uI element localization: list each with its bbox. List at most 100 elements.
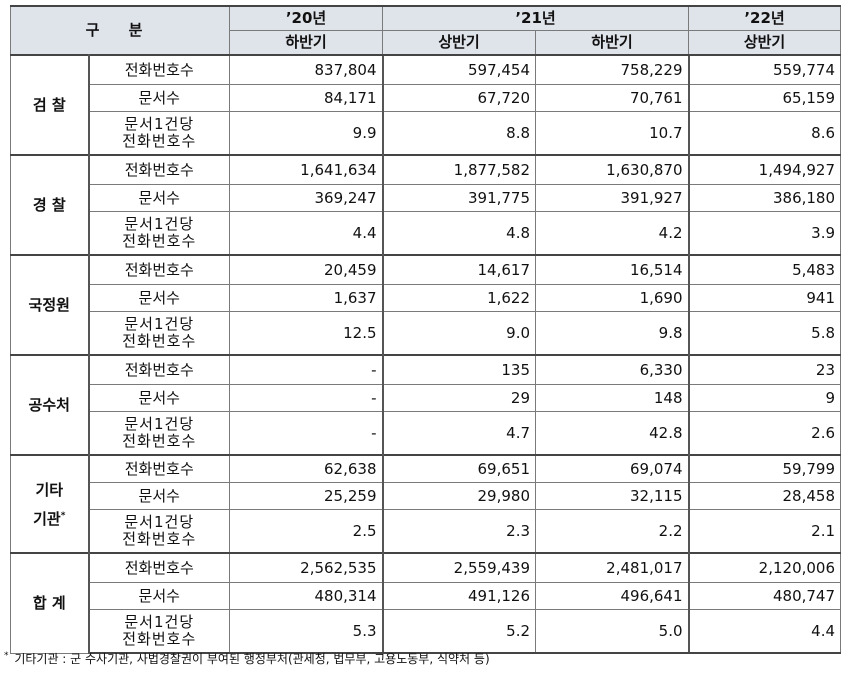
table-cell: 5.3: [229, 609, 384, 654]
table-cell: 758,229: [535, 54, 690, 85]
table-row: 기타 기관* 전화번호수 62,638 69,651 69,074 59,799: [10, 454, 842, 554]
header-half-2021-1: 상반기: [382, 30, 537, 56]
table-row: 문서수 - 29 148 9: [11, 384, 842, 412]
table-row: 문서1건당 전화번호수 4.4 4.8 4.2 3.9: [11, 211, 842, 256]
item-phone-count: 전화번호수: [87, 552, 231, 583]
item-phone-per-doc-line1: 문서1건당: [124, 415, 195, 433]
table-cell: 14,617: [381, 254, 537, 285]
table-row: 문서수 480,314 491,126 496,641 480,747: [11, 582, 842, 610]
table-cell: 10.7: [535, 111, 690, 156]
item-phone-count: 전화번호수: [87, 254, 231, 285]
item-phone-per-doc-line1: 문서1건당: [124, 315, 195, 333]
item-phone-per-doc-line2: 전화번호수: [122, 530, 197, 548]
group-label-other-line1: 기타: [35, 480, 64, 499]
table-row: 문서수 369,247 391,775 391,927 386,180: [11, 184, 842, 212]
table-cell: 597,454: [381, 54, 537, 85]
table-cell: 1,641,634: [229, 154, 384, 185]
table-cell: 8.6: [687, 111, 842, 156]
item-phone-per-doc-line2: 전화번호수: [122, 332, 197, 350]
table-row: 문서1건당 전화번호수 - 4.7 42.8 2.6: [11, 411, 842, 456]
table-cell: 5.0: [535, 609, 690, 654]
item-phone-per-doc: 문서1건당 전화번호수: [87, 111, 231, 156]
table-cell: 4.8: [381, 211, 537, 256]
item-phone-count: 전화번호수: [87, 454, 231, 483]
table-cell: 25,259: [229, 482, 384, 510]
footnote-mark: *: [60, 510, 66, 521]
table-cell: 8.8: [381, 111, 537, 156]
table-cell: 1,622: [381, 284, 537, 312]
table-cell: 941: [687, 284, 842, 312]
table-row: 공수처 전화번호수 - 135 6,330 23: [10, 354, 842, 456]
header-year-2022: ’22년: [688, 5, 842, 31]
table-cell: 1,690: [535, 284, 690, 312]
table-cell: 62,638: [229, 454, 384, 483]
table-cell: 69,074: [535, 454, 690, 483]
table-row: 문서수 25,259 29,980 32,115 28,458: [11, 482, 842, 510]
item-phone-count: 전화번호수: [87, 54, 231, 85]
item-phone-count: 전화번호수: [87, 354, 231, 385]
table-cell: 2.5: [229, 509, 384, 554]
group-label-total: 합 계: [10, 552, 90, 654]
table-cell: 42.8: [535, 411, 690, 456]
item-phone-per-doc-line2: 전화번호수: [122, 132, 197, 150]
table-cell: 4.2: [535, 211, 690, 256]
table-cell: 4.7: [381, 411, 537, 456]
table-cell: -: [229, 354, 384, 385]
table-cell: 496,641: [535, 582, 690, 610]
header-gubun: 구 분: [9, 5, 231, 56]
header-half-2021-2: 하반기: [535, 30, 690, 56]
table-cell: -: [229, 411, 384, 456]
item-phone-per-doc: 문서1건당 전화번호수: [87, 211, 231, 256]
table-cell: 2.2: [535, 509, 690, 554]
table-cell: 65,159: [687, 84, 842, 112]
table-cell: 1,630,870: [535, 154, 690, 185]
table-cell: 559,774: [687, 54, 842, 85]
table-cell: 1,494,927: [687, 154, 842, 185]
table-cell: 148: [535, 384, 690, 412]
group-label-other-agencies: 기타 기관*: [10, 454, 90, 554]
table-cell: 391,775: [381, 184, 537, 212]
table-cell: 32,115: [535, 482, 690, 510]
item-phone-per-doc-line1: 문서1건당: [124, 215, 195, 233]
table-cell: 4.4: [229, 211, 384, 256]
item-phone-per-doc: 문서1건당 전화번호수: [87, 311, 231, 356]
table-cell: 84,171: [229, 84, 384, 112]
table-cell: 23: [687, 354, 842, 385]
table-row: 문서1건당 전화번호수 5.3 5.2 5.0 4.4: [11, 609, 842, 654]
table-cell: 69,651: [381, 454, 537, 483]
item-phone-per-doc-line1: 문서1건당: [124, 513, 195, 531]
table-cell: 2,481,017: [535, 552, 690, 583]
table-row: 문서1건당 전화번호수 9.9 8.8 10.7 8.6: [11, 111, 842, 156]
item-phone-per-doc-line2: 전화번호수: [122, 630, 197, 648]
item-doc-count: 문서수: [87, 184, 231, 212]
table-cell: 28,458: [687, 482, 842, 510]
table-cell: 59,799: [687, 454, 842, 483]
table-cell: 2.1: [687, 509, 842, 554]
table-row: 경 찰 전화번호수 1,641,634 1,877,582 1,630,870 …: [10, 154, 842, 256]
item-phone-per-doc-line2: 전화번호수: [122, 432, 197, 450]
table-cell: 70,761: [535, 84, 690, 112]
table-cell: 2,120,006: [687, 552, 842, 583]
table-cell: 67,720: [381, 84, 537, 112]
table-cell: 9: [687, 384, 842, 412]
group-label-other-line2: 기관*: [12, 503, 87, 532]
table-cell: 4.4: [687, 609, 842, 654]
group-label-nis: 국정원: [10, 254, 90, 356]
table-cell: 1,637: [229, 284, 384, 312]
item-doc-count: 문서수: [87, 384, 231, 412]
table-cell: 480,314: [229, 582, 384, 610]
table-cell: -: [229, 384, 384, 412]
table-cell: 2.6: [687, 411, 842, 456]
table-cell: 2,559,439: [381, 552, 537, 583]
header-year-2021: ’21년: [382, 5, 690, 31]
group-label-other-line2-text: 기관: [33, 509, 61, 528]
table-cell: 837,804: [229, 54, 384, 85]
table-cell: 5.8: [687, 311, 842, 356]
table-row: 국정원 전화번호수 20,459 14,617 16,514 5,483: [10, 254, 842, 356]
item-phone-count: 전화번호수: [87, 154, 231, 185]
item-phone-per-doc-line2: 전화번호수: [122, 232, 197, 250]
table-row: 문서수 1,637 1,622 1,690 941: [11, 284, 842, 312]
table-row: 문서1건당 전화번호수 12.5 9.0 9.8 5.8: [11, 311, 842, 356]
table-cell: 1,877,582: [381, 154, 537, 185]
item-phone-per-doc-line1: 문서1건당: [124, 613, 195, 631]
